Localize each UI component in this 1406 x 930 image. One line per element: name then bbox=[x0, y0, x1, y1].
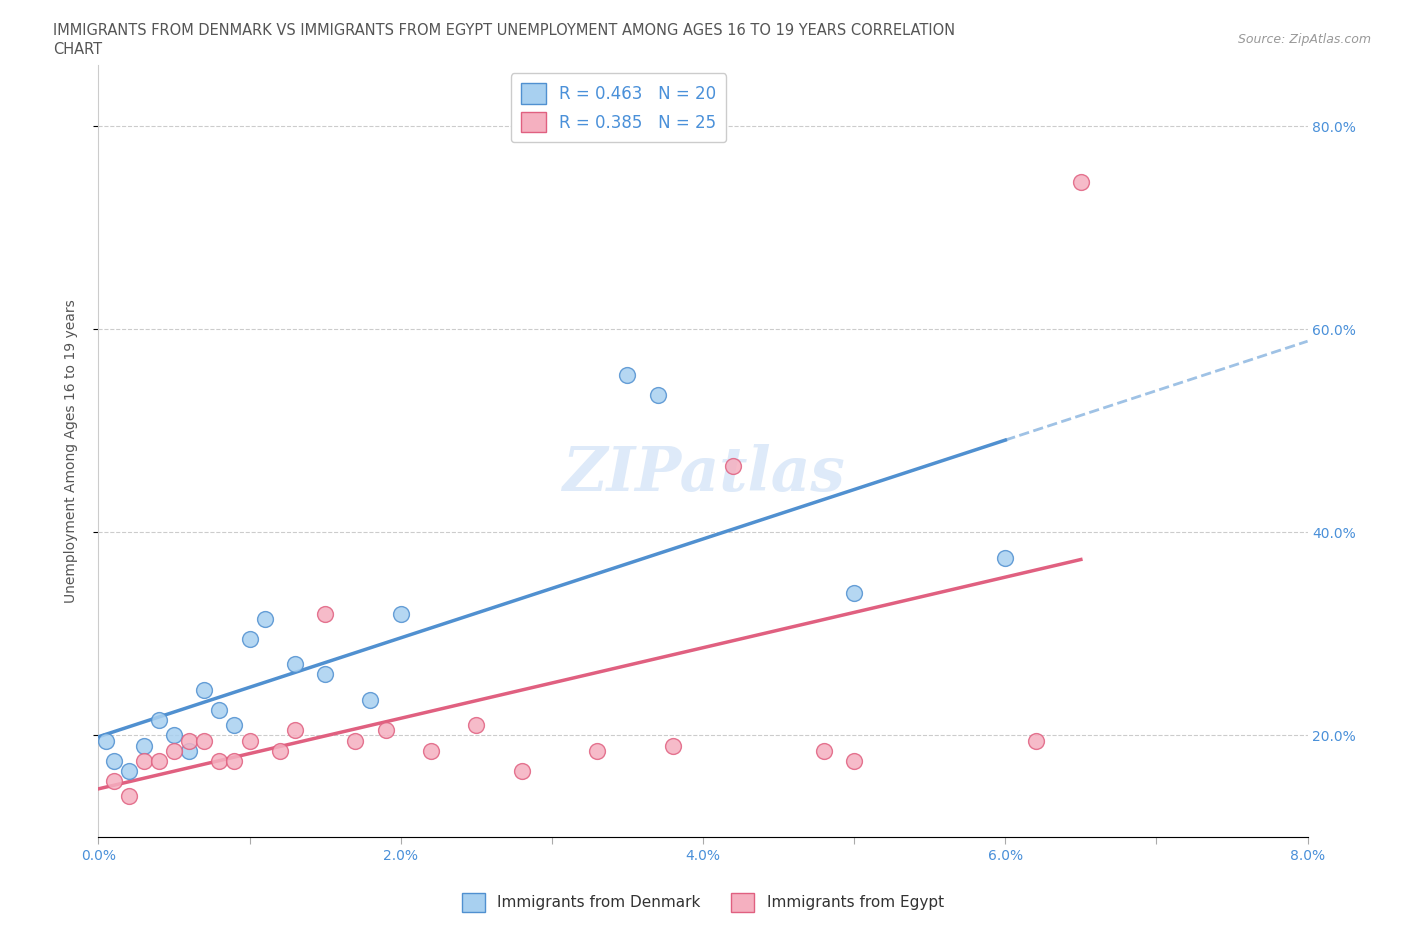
Point bbox=[118, 764, 141, 778]
Point bbox=[647, 388, 669, 403]
Point bbox=[1070, 175, 1092, 190]
Point bbox=[208, 702, 231, 717]
Point bbox=[208, 753, 231, 768]
Point bbox=[269, 743, 291, 758]
Point bbox=[103, 753, 125, 768]
Point bbox=[163, 728, 186, 743]
Point bbox=[239, 733, 262, 748]
Point bbox=[344, 733, 367, 748]
Point bbox=[224, 753, 246, 768]
Text: Source: ZipAtlas.com: Source: ZipAtlas.com bbox=[1237, 33, 1371, 46]
Point bbox=[148, 753, 170, 768]
Legend: R = 0.463   N = 20, R = 0.385   N = 25: R = 0.463 N = 20, R = 0.385 N = 25 bbox=[510, 73, 725, 142]
Point bbox=[389, 606, 412, 621]
Point bbox=[844, 586, 866, 601]
Point bbox=[193, 733, 215, 748]
Point bbox=[253, 611, 276, 626]
Text: CHART: CHART bbox=[53, 42, 103, 57]
Point bbox=[813, 743, 835, 758]
Point bbox=[616, 367, 638, 382]
Point bbox=[360, 693, 382, 708]
Point bbox=[1025, 733, 1047, 748]
Point bbox=[132, 753, 155, 768]
Point bbox=[662, 738, 685, 753]
Point bbox=[586, 743, 609, 758]
Point bbox=[94, 733, 117, 748]
Point bbox=[163, 743, 186, 758]
Point bbox=[103, 774, 125, 789]
Point bbox=[284, 723, 307, 737]
Point bbox=[314, 606, 336, 621]
Point bbox=[224, 718, 246, 733]
Point bbox=[844, 753, 866, 768]
Point bbox=[193, 683, 215, 698]
Point bbox=[420, 743, 443, 758]
Point bbox=[132, 738, 155, 753]
Point bbox=[148, 712, 170, 727]
Point bbox=[723, 458, 745, 473]
Point bbox=[994, 551, 1017, 565]
Point bbox=[179, 743, 201, 758]
Point bbox=[510, 764, 533, 778]
Point bbox=[374, 723, 396, 737]
Y-axis label: Unemployment Among Ages 16 to 19 years: Unemployment Among Ages 16 to 19 years bbox=[63, 299, 77, 603]
Point bbox=[284, 657, 307, 671]
Point bbox=[239, 631, 262, 646]
Point bbox=[314, 667, 336, 682]
Point bbox=[118, 789, 141, 804]
Legend: Immigrants from Denmark, Immigrants from Egypt: Immigrants from Denmark, Immigrants from… bbox=[456, 887, 950, 918]
Text: ZIPatlas: ZIPatlas bbox=[561, 445, 845, 504]
Point bbox=[465, 718, 488, 733]
Text: IMMIGRANTS FROM DENMARK VS IMMIGRANTS FROM EGYPT UNEMPLOYMENT AMONG AGES 16 TO 1: IMMIGRANTS FROM DENMARK VS IMMIGRANTS FR… bbox=[53, 23, 956, 38]
Point bbox=[179, 733, 201, 748]
